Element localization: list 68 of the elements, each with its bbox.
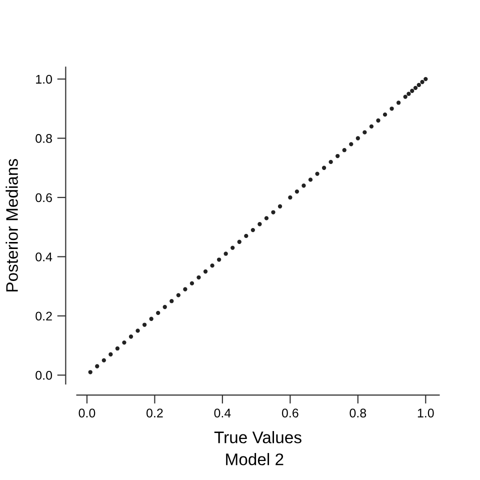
point [196, 275, 201, 280]
point [390, 106, 394, 111]
point [190, 281, 194, 286]
point [142, 322, 147, 327]
point [88, 370, 92, 374]
point [108, 352, 113, 356]
point [336, 154, 340, 158]
x-axis-title: True Values [214, 431, 302, 444]
point [244, 234, 248, 238]
point [308, 178, 313, 182]
x-tick-label: 0.8 [350, 408, 366, 418]
point [369, 124, 374, 128]
point [342, 148, 346, 152]
x-tick-label: 0.6 [282, 408, 298, 418]
point [237, 240, 242, 244]
point [288, 195, 292, 200]
x-tick-label: 0.4 [214, 408, 231, 418]
point [258, 222, 262, 226]
x-tick-label: 0.2 [146, 408, 163, 418]
y-tick-label: 0.8 [36, 134, 52, 143]
point [230, 246, 235, 250]
point [349, 142, 354, 146]
point [294, 189, 300, 194]
y-axis-title: Posterior Medians [6, 159, 18, 292]
text: Model 2 [226, 453, 284, 466]
y-tick-label: 0.0 [36, 370, 52, 380]
point [315, 172, 320, 176]
point [162, 304, 167, 310]
point [264, 216, 269, 220]
point [413, 86, 418, 90]
point [149, 316, 154, 321]
point [170, 299, 174, 304]
point [302, 184, 306, 188]
point [424, 76, 428, 82]
x-tick-label: 1.0 [418, 408, 434, 418]
y-tick-label: 0.2 [36, 312, 52, 321]
point [328, 160, 333, 164]
point [271, 210, 276, 214]
point [216, 258, 222, 262]
point [396, 100, 401, 105]
y-tick-label: 0.4 [36, 252, 52, 262]
x-tick-label: 0.0 [78, 408, 96, 418]
y-tick-label: 0.6 [36, 193, 52, 202]
point [403, 94, 408, 99]
point [224, 252, 228, 256]
point [183, 287, 188, 292]
point [102, 358, 106, 362]
point [322, 166, 326, 170]
point [136, 328, 140, 333]
point [410, 88, 414, 93]
point [420, 80, 424, 84]
point [406, 92, 411, 96]
point [356, 136, 360, 140]
point [250, 228, 256, 232]
point [376, 118, 380, 123]
point [210, 263, 214, 268]
point [122, 340, 126, 345]
point [416, 82, 421, 88]
point [156, 310, 160, 316]
point [95, 364, 100, 368]
point [115, 346, 120, 351]
point [176, 293, 180, 298]
point [382, 112, 388, 117]
point [203, 269, 208, 274]
y-tick-label: 1.0 [36, 74, 52, 84]
point [278, 204, 282, 208]
point [362, 130, 367, 134]
point [128, 334, 134, 339]
